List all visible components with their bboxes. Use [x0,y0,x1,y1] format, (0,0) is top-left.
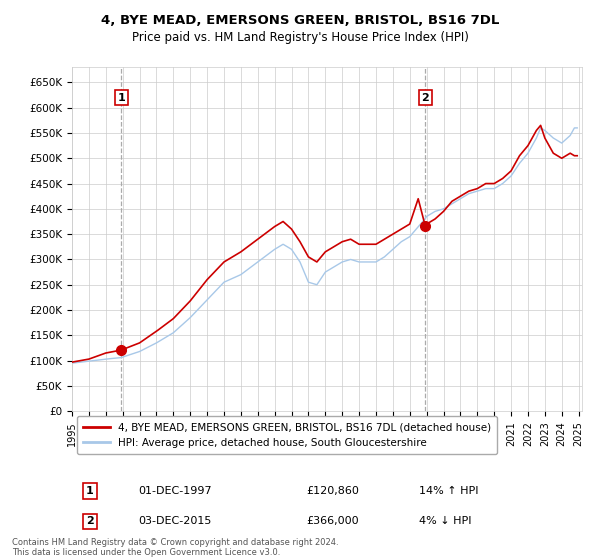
Text: 03-DEC-2015: 03-DEC-2015 [139,516,212,526]
Text: 1: 1 [86,486,94,496]
Text: 4% ↓ HPI: 4% ↓ HPI [419,516,472,526]
Text: 2: 2 [86,516,94,526]
Text: 1: 1 [118,92,125,102]
Text: 14% ↑ HPI: 14% ↑ HPI [419,486,478,496]
Text: £366,000: £366,000 [307,516,359,526]
Text: 4, BYE MEAD, EMERSONS GREEN, BRISTOL, BS16 7DL: 4, BYE MEAD, EMERSONS GREEN, BRISTOL, BS… [101,14,499,27]
Text: £120,860: £120,860 [307,486,359,496]
Text: Contains HM Land Registry data © Crown copyright and database right 2024.
This d: Contains HM Land Registry data © Crown c… [12,538,338,557]
Legend: 4, BYE MEAD, EMERSONS GREEN, BRISTOL, BS16 7DL (detached house), HPI: Average pr: 4, BYE MEAD, EMERSONS GREEN, BRISTOL, BS… [77,417,497,454]
Text: 2: 2 [421,92,429,102]
Text: 01-DEC-1997: 01-DEC-1997 [139,486,212,496]
Text: Price paid vs. HM Land Registry's House Price Index (HPI): Price paid vs. HM Land Registry's House … [131,31,469,44]
